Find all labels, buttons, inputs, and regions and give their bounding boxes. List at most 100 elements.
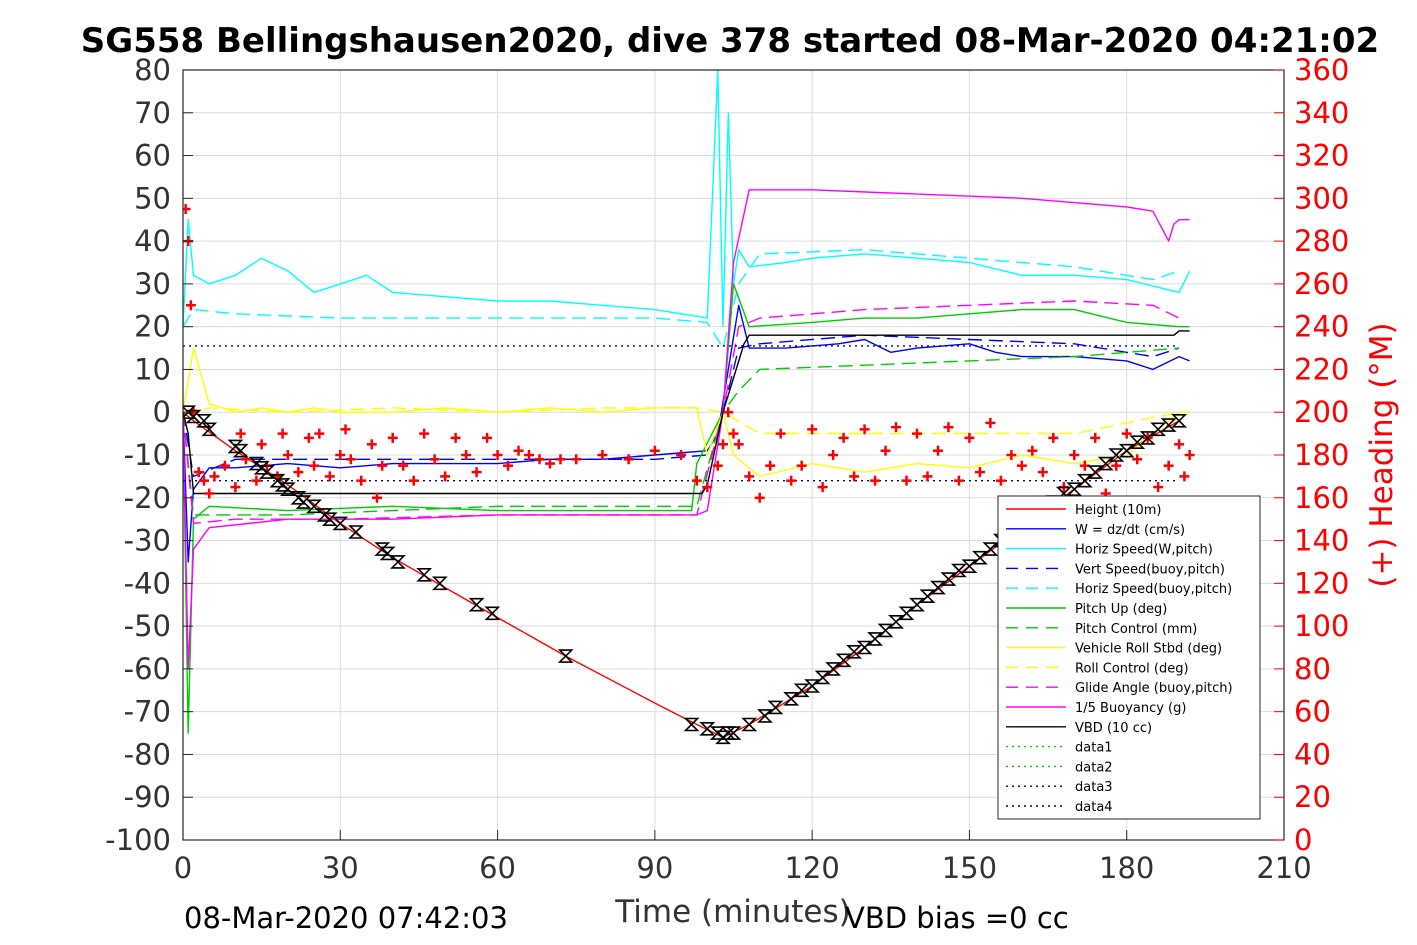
depth-marker	[332, 516, 349, 531]
depth-marker	[232, 443, 249, 458]
heading-point	[1121, 428, 1132, 439]
series-line-5	[183, 283, 1190, 734]
legend-label-14: data3	[1075, 780, 1113, 795]
chart-title: SG558 Bellingshausen2020, dive 378 start…	[81, 21, 1379, 61]
heading-point	[995, 475, 1006, 486]
heading-point	[314, 428, 325, 439]
heading-point	[891, 422, 902, 433]
heading-point	[1174, 439, 1185, 450]
depth-marker	[1066, 482, 1083, 497]
heading-point	[1069, 450, 1080, 460]
legend-label-7: Vehicle Roll Stbd (deg)	[1075, 642, 1222, 657]
heading-point	[235, 428, 246, 439]
y-right-tick-label: 360	[1294, 53, 1349, 87]
heading-point	[859, 424, 870, 435]
y-right-tick-label: 320	[1294, 139, 1349, 173]
y-right-tick-label: 200	[1294, 395, 1349, 429]
depth-marker	[468, 597, 485, 612]
legend-label-0: Height (10m)	[1075, 503, 1161, 518]
heading-point	[282, 450, 293, 460]
depth-marker	[1139, 431, 1156, 445]
heading-point	[718, 439, 729, 450]
heading-point	[974, 467, 985, 478]
depth-marker	[741, 717, 758, 732]
depth-marker	[431, 576, 448, 591]
y-right-tick-label: 180	[1294, 438, 1349, 472]
heading-point	[1090, 432, 1101, 443]
y-left-tick-label: -50	[124, 609, 171, 643]
depth-marker	[295, 495, 312, 509]
legend-label-5: Pitch Up (deg)	[1075, 602, 1167, 617]
heading-point	[324, 471, 335, 482]
y-right-tick-label: 40	[1294, 737, 1331, 771]
depth-marker	[783, 692, 800, 706]
heading-point	[943, 422, 954, 433]
heading-point	[796, 460, 807, 471]
depth-marker	[1129, 435, 1146, 449]
series-line-1	[183, 304, 1190, 563]
heading-point	[964, 432, 975, 443]
heading-point	[303, 432, 314, 443]
x-tick-label: 60	[479, 851, 516, 885]
heading-point	[828, 450, 839, 460]
depth-marker	[757, 709, 773, 723]
y-left-tick-label: -30	[124, 524, 171, 558]
heading-point	[251, 475, 262, 486]
legend-label-9: Glide Angle (buoy,pitch)	[1075, 681, 1233, 696]
heading-point	[1048, 432, 1059, 443]
heading-point	[754, 492, 765, 503]
heading-point	[901, 475, 912, 486]
heading-point	[922, 471, 933, 482]
heading-point	[691, 475, 702, 486]
x-axis-label: Time (minutes)	[614, 894, 850, 930]
depth-marker	[258, 465, 275, 479]
heading-point	[209, 471, 220, 482]
x-tick-label: 180	[1099, 851, 1154, 885]
heading-point	[440, 471, 451, 482]
heading-point	[503, 460, 514, 471]
y-left-tick-label: -20	[124, 481, 171, 515]
depth-marker	[919, 589, 936, 603]
legend: Height (10m) W = dz/dt (cm/s) Horiz Speed(…	[997, 495, 1261, 820]
heading-point	[1111, 460, 1122, 471]
depth-marker	[814, 670, 831, 685]
heading-point	[880, 445, 891, 456]
heading-point	[1016, 460, 1027, 471]
depth-marker	[982, 542, 999, 556]
heading-point	[471, 467, 482, 478]
heading-point	[775, 428, 786, 439]
y-axis-right: 3603403203002802602402202001801601401201…	[1274, 53, 1349, 857]
y-right-tick-label: 140	[1294, 524, 1349, 558]
y-right-tick-label: 100	[1294, 609, 1349, 643]
y-right-tick-label: 20	[1294, 780, 1331, 814]
depth-marker	[909, 597, 925, 612]
heading-point	[183, 204, 191, 215]
heading-point	[1163, 460, 1174, 471]
heading-point	[676, 450, 687, 460]
heading-point	[1006, 450, 1017, 460]
legend-label-2: Horiz Speed(W,pitch)	[1075, 543, 1213, 558]
x-tick-label: 120	[784, 851, 839, 885]
heading-point	[723, 407, 734, 418]
heading-point	[849, 471, 860, 482]
legend-label-1: W = dz/dt (cm/s)	[1075, 523, 1185, 538]
heading-point	[555, 454, 566, 465]
heading-point	[419, 428, 430, 439]
heading-point	[387, 432, 398, 443]
legend-label-10: 1/5 Buoyancy (g)	[1075, 701, 1186, 716]
x-axis: 0 30 60 90 120 150 180 210	[174, 830, 1312, 885]
heading-point	[356, 475, 367, 486]
y-right-tick-label: 280	[1294, 224, 1349, 258]
y-right-tick-label: 120	[1294, 566, 1349, 600]
heading-point	[398, 460, 409, 471]
heading-point	[712, 460, 723, 471]
heading-point	[461, 450, 472, 460]
y-left-tick-label: 40	[134, 224, 171, 258]
heading-point	[1027, 445, 1038, 456]
heading-point	[765, 460, 776, 471]
heading-point	[335, 450, 346, 460]
y-right-tick-label: 220	[1294, 352, 1349, 386]
heading-point	[340, 424, 351, 435]
heading-point	[219, 460, 230, 471]
depth-marker	[683, 717, 700, 732]
